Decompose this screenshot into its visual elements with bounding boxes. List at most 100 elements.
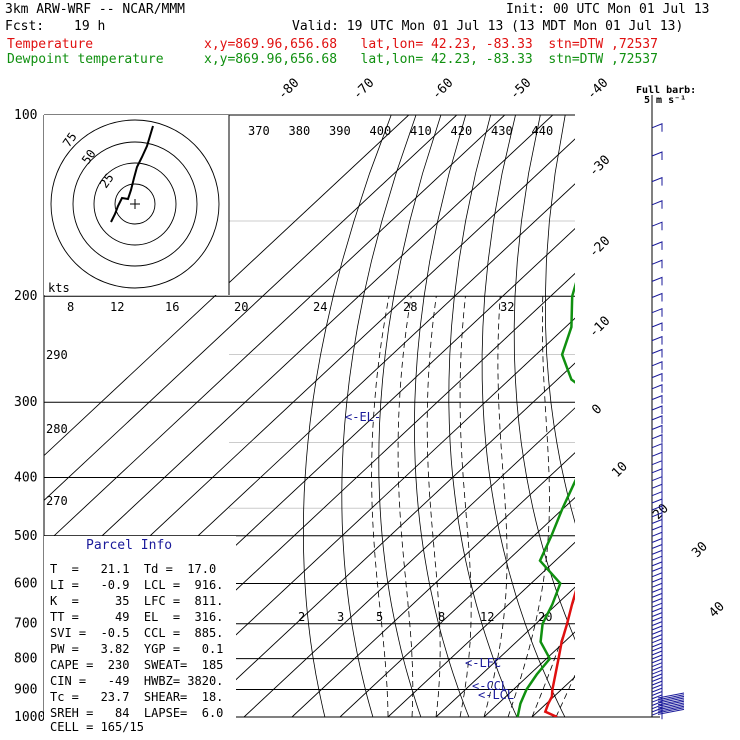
dry-adiabat <box>341 115 417 717</box>
pressure-label: 100 <box>14 108 37 123</box>
legend-temperature-label: Temperature <box>7 37 94 52</box>
hodograph-trace <box>110 125 154 223</box>
wind-barb <box>657 699 685 706</box>
wind-barb <box>657 707 685 714</box>
wind-barb <box>651 322 663 331</box>
pressure-label: 400 <box>14 470 37 485</box>
moist-adiabat <box>397 296 414 717</box>
legend-dewpoint-info: x,y=869.96,656.68 lat,lon= 42.23, -83.33… <box>204 52 658 67</box>
parcel-row: LI = -0.9 LCL = 916. <box>50 578 224 592</box>
sounding-traces <box>516 282 575 717</box>
mixing-ratio-label: 8 <box>438 610 445 624</box>
isotherm-line <box>435 586 575 717</box>
speed-scale-label: 12 <box>110 300 124 314</box>
pressure-label: 800 <box>14 652 37 667</box>
theta-e-label: 400 <box>370 124 392 138</box>
wind-barb <box>651 543 663 553</box>
wind-barb <box>651 505 663 514</box>
isotherm-line <box>147 317 575 717</box>
isotherm-line <box>243 407 575 717</box>
wind-barb <box>651 498 663 507</box>
dewpoint-trace <box>516 282 575 717</box>
wind-barb <box>651 241 663 250</box>
wind-barb <box>651 335 663 345</box>
theta-e-labels: 370 380 390 400 410 420 430 440 <box>248 124 553 138</box>
wind-barb <box>651 221 663 231</box>
parcel-row: Tc = 23.7 SHEAR= 18. <box>50 690 224 704</box>
wind-barb <box>657 705 685 712</box>
moist-adiabat <box>483 296 508 717</box>
wind-barb <box>651 459 663 469</box>
wind-barb <box>651 710 663 720</box>
barb-legend-line1: Full barb: <box>636 85 697 96</box>
theta-e-label: 440 <box>532 124 554 138</box>
isotherm-line <box>44 115 458 501</box>
speed-scale-label: 8 <box>67 300 74 314</box>
parcel-row: CIN = -49 HWBZ= 3820. <box>50 674 224 688</box>
wind-barb <box>657 694 685 701</box>
wind-barb <box>657 708 685 715</box>
mixing-ratio-label: 12 <box>480 610 494 624</box>
wind-barb <box>651 483 663 493</box>
pressure-label: 300 <box>14 395 37 410</box>
moist-adiabat <box>531 596 575 717</box>
wind-barb <box>651 307 663 317</box>
theta-e-label: 430 <box>491 124 513 138</box>
wind-barb <box>651 415 663 424</box>
speed-scale-label: 16 <box>165 300 179 314</box>
wind-barb <box>651 531 663 541</box>
pressure-label: 700 <box>14 617 37 632</box>
wind-barb <box>651 348 663 358</box>
theta-e-label: 380 <box>289 124 311 138</box>
dry-adiabat-lines <box>303 115 575 717</box>
hodograph-ring <box>93 162 177 246</box>
moist-adiabat <box>459 296 472 717</box>
mixing-ratio-label: 2 <box>298 610 305 624</box>
hodograph-ring-label: 25 <box>97 171 117 191</box>
pressure-label: 500 <box>14 529 37 544</box>
level-marker-label: <-LCL <box>478 688 514 702</box>
level-markers: <-EL- <-LFC <-CCL<-LCL <box>345 410 514 702</box>
wind-barb <box>651 405 663 414</box>
parcel-row: PW = 3.82 YGP = 0.1 <box>50 642 224 656</box>
valid-time: Valid: 19 UTC Mon 01 Jul 13 (13 MDT Mon … <box>292 19 684 34</box>
wind-barb <box>651 276 663 286</box>
wind-barb <box>651 537 663 547</box>
wind-barb <box>657 700 685 707</box>
wind-barb <box>651 424 663 434</box>
wind-barb <box>657 697 685 704</box>
wind-barb <box>651 490 663 500</box>
temperature-trace <box>543 589 575 717</box>
moist-adiabat <box>371 296 390 717</box>
init-time: Init: 00 UTC Mon 01 Jul 13 <box>506 2 710 17</box>
wind-barb <box>651 292 663 302</box>
wind-barb <box>651 525 663 534</box>
parcel-row: K = 35 LFC = 811. <box>50 594 224 608</box>
wind-barb <box>657 702 685 709</box>
hodograph-ring-label: 75 <box>60 130 80 150</box>
level-marker-label: <-EL- <box>345 410 381 424</box>
wind-barb <box>651 259 663 269</box>
wind-barb-column <box>651 95 685 720</box>
parcel-row: SREH = 84 LAPSE= 6.0 <box>50 706 224 720</box>
theta-label: 280 <box>46 422 68 436</box>
hodograph-ring <box>72 141 198 267</box>
theta-e-label: 390 <box>329 124 351 138</box>
pressure-axis-labels: 100 200 300 400 500 600 700 800 900 1000 <box>14 108 45 725</box>
theta-labels: 290 280 270 <box>46 348 68 508</box>
barb-legend-line2: 5 m s⁻¹ <box>644 95 687 106</box>
model-title: 3km ARW-WRF -- NCAR/MMM <box>5 2 186 17</box>
parcel-info-panel: Parcel Info T = 21.1 Td = 17.0 LI = -0.9… <box>44 536 236 734</box>
theta-e-label: 370 <box>248 124 270 138</box>
dry-adiabat <box>413 115 470 717</box>
speed-scale-label: 28 <box>403 300 417 314</box>
isotherm-line <box>291 452 575 717</box>
wind-barb <box>651 123 663 132</box>
speed-scale-label: 20 <box>234 300 248 314</box>
parcel-row: T = 21.1 Td = 17.0 <box>50 562 217 576</box>
mixing-ratio-label: 5 <box>376 610 383 624</box>
parcel-row: CAPE = 230 SWEAT= 185 <box>50 658 224 672</box>
parcel-info-title: Parcel Info <box>86 538 173 553</box>
